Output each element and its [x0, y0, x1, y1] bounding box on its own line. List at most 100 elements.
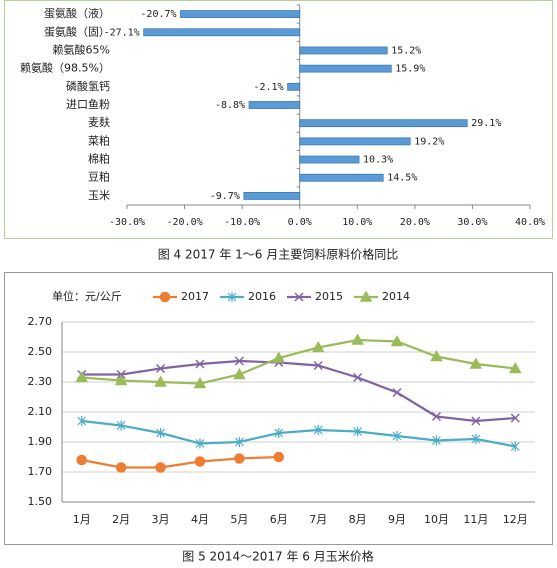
caption: 图 4 2017 年 1～6 月主要饲料原料价格同比 — [158, 247, 399, 262]
y-tick-label: 1.90 — [28, 435, 53, 448]
point — [234, 356, 244, 366]
point — [353, 426, 363, 437]
chart-frame — [4, 272, 553, 545]
legend-marker — [159, 291, 171, 303]
point — [313, 425, 323, 435]
bar — [299, 155, 360, 164]
point — [155, 462, 166, 473]
point — [273, 451, 285, 463]
category-label: 蛋氨酸（固） — [44, 24, 110, 38]
bar — [299, 46, 388, 55]
point — [390, 334, 404, 347]
y-tick-label: 2.70 — [28, 315, 53, 328]
point — [272, 351, 286, 363]
category-label: 棉粕 — [88, 152, 110, 166]
data-label: -9.7% — [210, 191, 240, 202]
point — [195, 438, 205, 449]
unit-annotation: 单位：元/公斤 — [52, 289, 122, 303]
bar — [299, 119, 468, 128]
data-label: 29.1% — [471, 118, 501, 129]
point — [471, 434, 481, 444]
series-line — [81, 359, 516, 423]
point — [234, 437, 244, 447]
data-label: 15.9% — [395, 64, 425, 75]
point — [156, 428, 165, 438]
caption: 图 5 2014～2017 年 6 月玉米价格 — [182, 549, 373, 564]
point — [431, 411, 441, 422]
point — [234, 453, 245, 464]
y-tick-label: 1.50 — [28, 495, 53, 508]
x-tick-label: 0.0% — [288, 217, 312, 228]
category-label: 蛋氨酸（液） — [44, 6, 110, 20]
category-label: 磷酸氢钙 — [66, 79, 110, 93]
point — [430, 349, 443, 362]
bar — [299, 173, 384, 182]
point — [116, 420, 126, 431]
category-label: 进口鱼粉 — [66, 97, 110, 111]
point — [114, 373, 128, 386]
x-tick-label: -10.0% — [224, 217, 260, 228]
legend-label: 2015 — [315, 290, 343, 303]
point — [469, 357, 483, 369]
point — [510, 413, 520, 423]
point — [510, 441, 520, 452]
category-label: 豆粕 — [88, 170, 110, 184]
x-tick-label: 1月 — [73, 513, 91, 526]
point — [471, 416, 481, 426]
chart-frame — [4, 0, 553, 239]
point — [392, 387, 402, 398]
data-label: -2.1% — [254, 82, 284, 93]
y-tick-label: 2.10 — [28, 405, 53, 418]
point — [76, 454, 87, 466]
legend-marker — [359, 290, 373, 302]
x-tick-label: 10.0% — [342, 217, 372, 228]
bar — [299, 64, 392, 73]
point — [392, 431, 402, 441]
category-label: 菜粕 — [88, 133, 110, 147]
x-tick-label: 20.0% — [400, 217, 430, 228]
category-label: 麦麸 — [88, 116, 110, 129]
x-tick-label: 10月 — [424, 513, 449, 526]
data-label: -20.7% — [140, 9, 176, 20]
bar — [180, 10, 301, 18]
x-tick-label: 2月 — [112, 513, 130, 526]
bar — [243, 192, 301, 200]
data-label: -8.8% — [215, 100, 245, 111]
data-label: -27.1% — [104, 27, 140, 38]
point — [115, 462, 127, 473]
point — [193, 376, 207, 389]
series-line — [81, 455, 279, 469]
series-line — [81, 338, 516, 385]
x-tick-label: 30.0% — [457, 217, 487, 228]
point — [432, 435, 441, 446]
x-tick-label: 7月 — [309, 513, 327, 526]
category-label: 玉米 — [88, 189, 110, 202]
data-label: 19.2% — [414, 136, 444, 147]
x-tick-label: 3月 — [152, 513, 170, 526]
y-tick-label: 2.50 — [28, 345, 53, 358]
point — [509, 361, 522, 374]
x-tick-label: -20.0% — [167, 217, 203, 228]
point — [77, 416, 87, 426]
point — [313, 360, 323, 371]
bar — [299, 137, 411, 146]
legend-label: 2016 — [248, 290, 276, 303]
category-label: 赖氨酸（98.5%） — [20, 61, 110, 75]
point — [194, 456, 206, 467]
series-line — [81, 419, 516, 448]
point — [311, 340, 325, 353]
point — [351, 333, 364, 345]
x-tick-label: 40.0% — [515, 217, 545, 228]
point — [154, 375, 167, 387]
x-tick-label: 5月 — [230, 513, 248, 526]
data-label: 14.5% — [387, 173, 417, 184]
y-tick-label: 2.30 — [28, 375, 53, 388]
point — [274, 428, 284, 438]
legend-marker — [227, 292, 237, 302]
bar — [143, 28, 301, 37]
x-tick-label: 8月 — [349, 513, 367, 526]
legend-label: 2017 — [181, 290, 209, 303]
data-label: 15.2% — [391, 45, 421, 56]
